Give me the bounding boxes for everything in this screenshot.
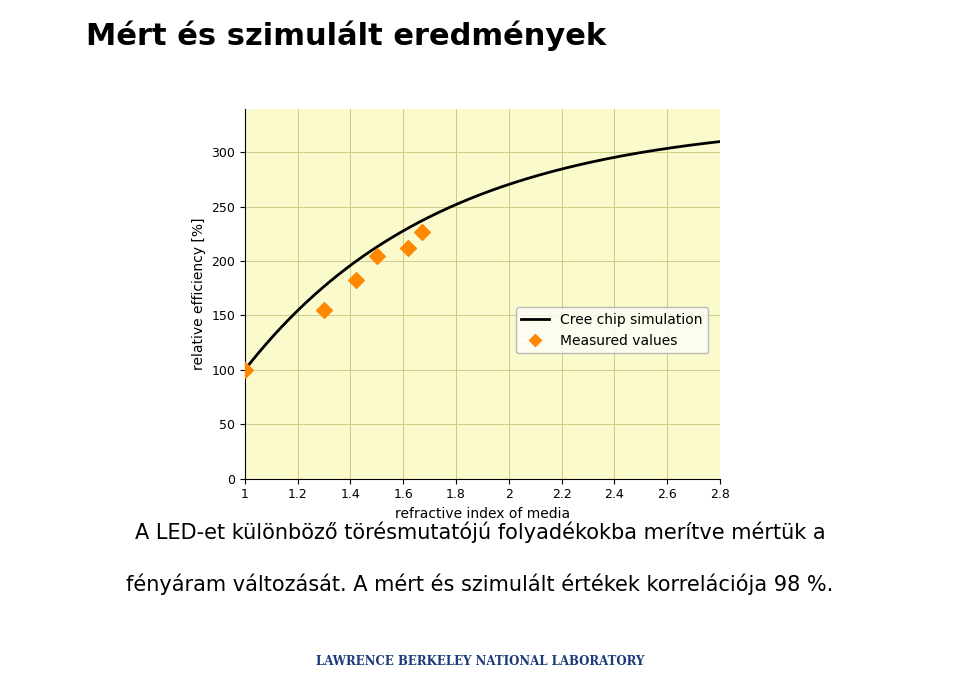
- Text: fényáram változását. A mért és szimulált értékek korrelációja 98 %.: fényáram változását. A mért és szimulált…: [127, 574, 833, 595]
- X-axis label: refractive index of media: refractive index of media: [395, 507, 570, 521]
- Point: [401, 242, 417, 253]
- Y-axis label: relative efficiency [%]: relative efficiency [%]: [192, 217, 205, 370]
- Text: LAWRENCE BERKELEY NATIONAL LABORATORY: LAWRENCE BERKELEY NATIONAL LABORATORY: [316, 655, 644, 668]
- Legend: Cree chip simulation, Measured values: Cree chip simulation, Measured values: [516, 308, 708, 353]
- Point: [317, 305, 332, 316]
- Text: Mért és szimulált eredmények: Mért és szimulált eredmények: [86, 20, 607, 51]
- Point: [348, 274, 363, 285]
- Point: [414, 226, 429, 237]
- Point: [369, 250, 384, 261]
- Point: [237, 365, 252, 375]
- Text: A LED-et különböző törésmutatójú folyadékokba merítve mértük a: A LED-et különböző törésmutatójú folyadé…: [134, 521, 826, 543]
